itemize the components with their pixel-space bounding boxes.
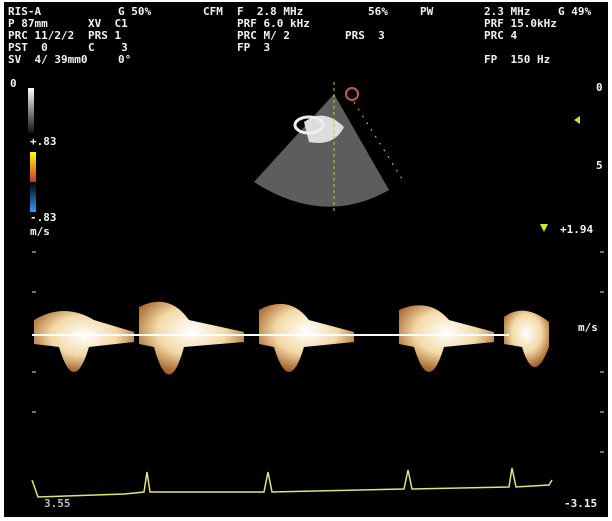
- velocity-label: m/s: [578, 322, 598, 334]
- time-label: 3.55: [44, 498, 71, 510]
- image-layer: [4, 2, 608, 517]
- ultrasound-view: RIS-A G 50% CFM F 2.8 MHz 56% PW 2.3 MHz…: [4, 2, 608, 517]
- scale-label: m/s: [30, 226, 50, 238]
- scale-label: -.83: [30, 212, 57, 224]
- marker: [574, 116, 580, 124]
- info: PW: [420, 6, 433, 18]
- ecg-trace: [32, 468, 552, 497]
- color-bar: [30, 152, 36, 212]
- info: 0°: [118, 54, 131, 66]
- depth-label: 0: [596, 82, 603, 94]
- sample-gate: [346, 88, 358, 100]
- depth-label: 5: [596, 160, 603, 172]
- doppler-envelopes: [34, 302, 549, 375]
- info: 56%: [368, 6, 388, 18]
- screen: RIS-A G 50% CFM F 2.8 MHz 56% PW 2.3 MHz…: [0, 0, 612, 521]
- info: FP 150 Hz: [484, 54, 550, 66]
- depth-ticks: [32, 252, 604, 452]
- info: CFM: [203, 6, 223, 18]
- info: FP 3: [237, 42, 270, 54]
- velocity-label: +1.94: [560, 224, 593, 236]
- marker: [540, 224, 548, 232]
- info: G 49%: [558, 6, 591, 18]
- info: SV 4/ 39mm0: [8, 54, 87, 66]
- scale-label: +.83: [30, 136, 57, 148]
- info: PRS 3: [345, 30, 385, 42]
- info: PRC 4: [484, 30, 517, 42]
- velocity-label: -3.15: [564, 498, 597, 510]
- gray-bar: [28, 88, 34, 133]
- b-mode-sector: [254, 94, 389, 207]
- scale-label: 0: [10, 78, 17, 90]
